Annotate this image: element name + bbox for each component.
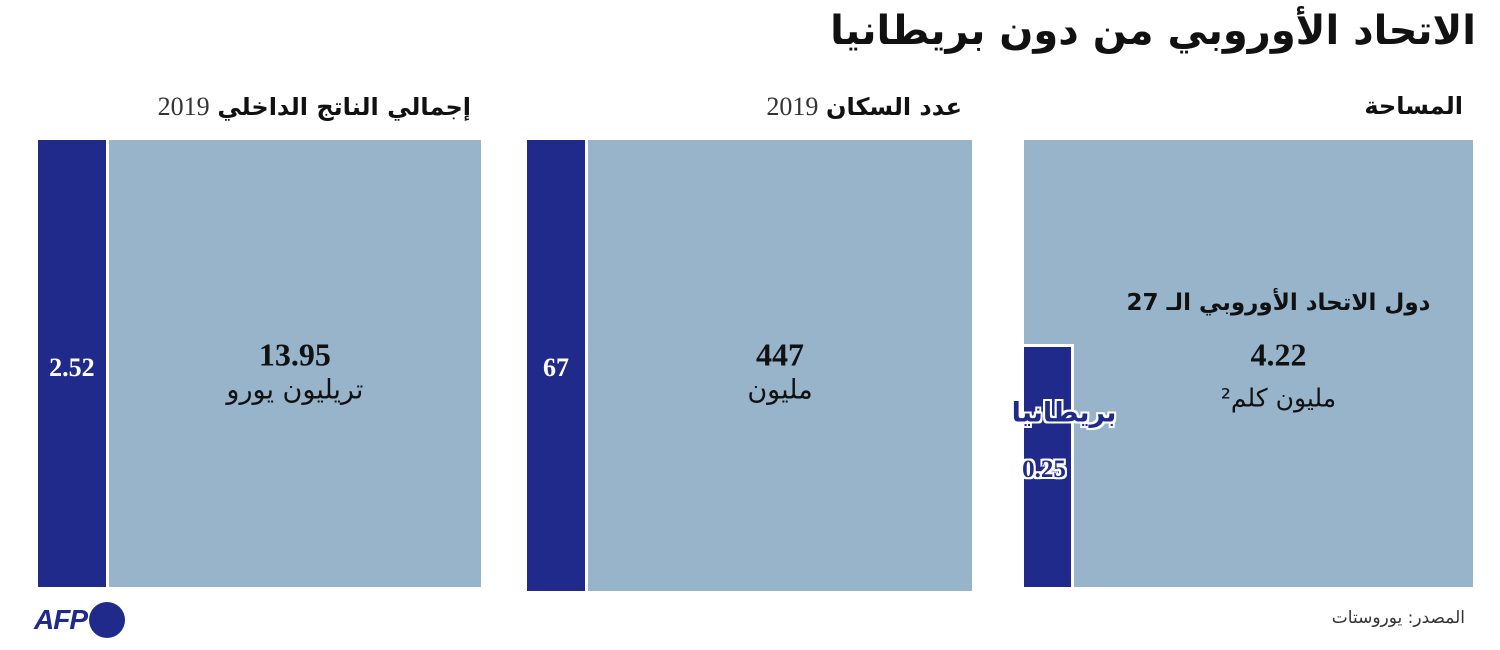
value-label: 2.52 [49, 353, 95, 382]
bar [588, 140, 972, 591]
panel-title: المساحة [1364, 92, 1463, 120]
panel-title-text: عدد السكان [825, 93, 962, 121]
value-label: 447 [755, 336, 804, 373]
square [1024, 140, 1473, 587]
square [1021, 344, 1074, 590]
panel-title: إجمالي الناتج الداخلي 2019 [158, 92, 471, 122]
series-label: دول الاتحاد الأوروبي الـ 27 [1126, 290, 1431, 316]
series-label: بريطانيا [1011, 397, 1117, 429]
bar [108, 140, 481, 587]
panel-title-text: المساحة [1364, 92, 1463, 120]
unit-label: مليون كلم² [1220, 383, 1337, 413]
logo-text: AFP [34, 604, 88, 635]
panel-title: عدد السكان 2019 [766, 92, 962, 122]
value-label: 0.25 [1022, 456, 1066, 483]
source: المصدر: يوروستات [1331, 608, 1465, 628]
bar [38, 140, 106, 587]
title: الاتحاد الأوروبي من دون بريطانيا [830, 8, 1476, 54]
unit-label: مليون [747, 374, 813, 406]
panel-subtitle: 2019 [157, 92, 210, 121]
panel-title-text: إجمالي الناتج الداخلي [217, 93, 471, 121]
value-label: 4.22 [1250, 336, 1307, 373]
bar [527, 140, 585, 591]
panel-subtitle: 2019 [766, 92, 819, 121]
unit-label: تريليون يورو [226, 374, 364, 406]
logo-circle [89, 602, 125, 638]
value-label: 67 [543, 353, 569, 382]
logo: AFP [34, 600, 125, 640]
value-label: 13.95 [258, 336, 331, 373]
